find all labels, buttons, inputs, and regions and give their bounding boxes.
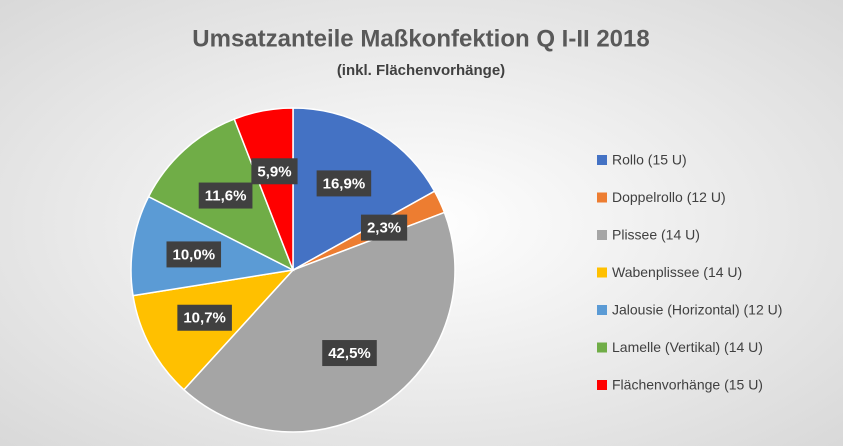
legend-swatch	[597, 192, 607, 203]
data-label: 5,9%	[257, 163, 291, 180]
pie-slice	[182, 211, 456, 433]
data-label: 10,7%	[183, 310, 226, 327]
data-label-box	[166, 241, 222, 268]
legend-swatch	[597, 230, 607, 240]
data-label-box	[316, 170, 372, 197]
data-label-box	[198, 182, 253, 209]
data-label-box	[177, 304, 232, 331]
legend-swatch	[597, 305, 607, 315]
legend-label: Jalousie (Horizontal) (12 U)	[612, 302, 782, 318]
data-label: 2,3%	[367, 220, 401, 237]
chart-subtitle: (inkl. Flächenvorhänge)	[337, 62, 505, 79]
legend-swatch	[597, 155, 607, 165]
data-label-box	[322, 340, 377, 367]
data-label: 11,6%	[205, 188, 247, 205]
legend-label: Wabenplissee (14 U)	[612, 264, 742, 280]
legend-label: Lamelle (Vertikal) (14 U)	[612, 339, 763, 355]
data-label-box	[360, 214, 408, 241]
data-label: 16,9%	[323, 175, 366, 192]
pie-slice	[233, 107, 294, 271]
data-label: 42,5%	[328, 345, 371, 362]
legend-swatch	[597, 267, 607, 278]
data-label-box	[251, 158, 298, 185]
data-label: 10,0%	[173, 246, 216, 263]
legend-label: Plissee (14 U)	[612, 227, 700, 243]
legend-swatch	[597, 380, 607, 390]
legend-label: Rollo (15 U)	[612, 152, 687, 168]
legend-label: Flächenvorhänge (15 U)	[612, 377, 763, 393]
legend-swatch	[597, 342, 607, 353]
chart-title: Umsatzanteile Maßkonfektion Q I-II 2018	[192, 25, 649, 52]
legend-label: Doppelrollo (12 U)	[612, 189, 726, 205]
